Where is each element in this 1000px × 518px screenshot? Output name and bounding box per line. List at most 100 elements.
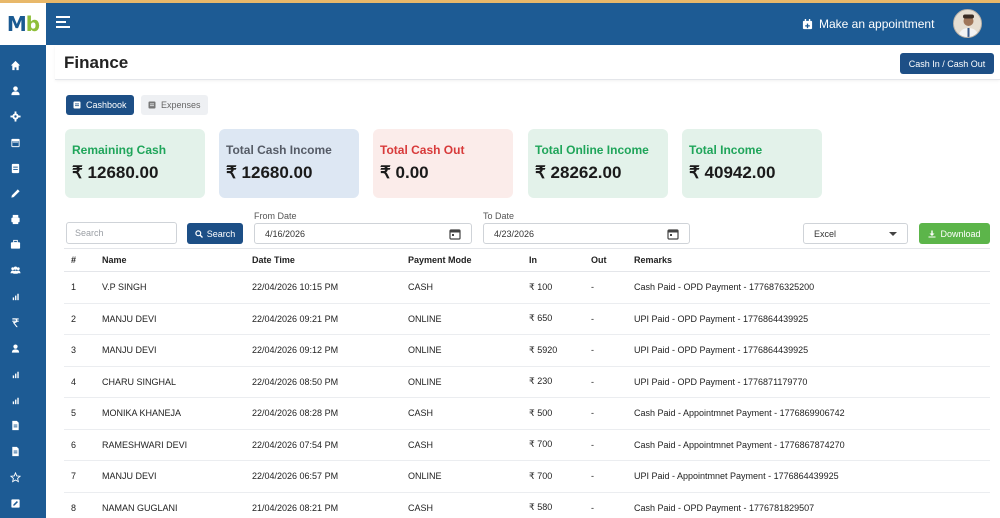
edit-icon[interactable] bbox=[0, 494, 30, 512]
total-cash-income-card: Total Cash Income ₹ 12680.00 bbox=[219, 129, 359, 198]
avatar-icon bbox=[954, 10, 981, 37]
printer-icon[interactable] bbox=[0, 210, 30, 228]
page-title: Finance bbox=[64, 53, 129, 72]
row-number: 2 bbox=[71, 313, 77, 324]
file-icon[interactable] bbox=[0, 416, 30, 434]
bar-chart-icon[interactable] bbox=[0, 365, 30, 383]
calendar-icon[interactable] bbox=[449, 228, 461, 240]
row-remarks: Cash Paid - Appointmnet Payment - 177686… bbox=[634, 439, 845, 450]
row-remarks: UPI Paid - OPD Payment - 1776871179770 bbox=[634, 376, 808, 387]
card-label: Total Income bbox=[689, 143, 763, 157]
table-body: 1 V.P SINGH 22/04/2026 10:15 PM CASH ₹ 100 - C… bbox=[64, 272, 990, 518]
remaining-cash-card: Remaining Cash ₹ 12680.00 bbox=[65, 129, 205, 198]
card-label: Remaining Cash bbox=[72, 143, 167, 157]
search-button[interactable]: Search bbox=[187, 223, 243, 244]
row-date-time: 21/04/2026 08:21 PM bbox=[252, 502, 339, 513]
star-icon[interactable] bbox=[0, 468, 30, 486]
person-icon[interactable] bbox=[0, 339, 30, 357]
row-payment-mode: CASH bbox=[408, 439, 434, 450]
to-date-field[interactable]: 4/23/2026 bbox=[483, 223, 690, 244]
rupee-icon[interactable] bbox=[0, 313, 30, 331]
tab-cashbook-label: Cashbook bbox=[86, 100, 127, 110]
row-date-time: 22/04/2026 10:15 PM bbox=[252, 282, 339, 293]
to-date-value: 4/23/2026 bbox=[494, 228, 535, 239]
row-date-time: 22/04/2026 08:50 PM bbox=[252, 376, 339, 387]
table-row[interactable]: 3 MANJU DEVI 22/04/2026 09:12 PM ONLINE ₹ 59… bbox=[64, 335, 990, 367]
header-payment-mode[interactable]: Payment Mode bbox=[408, 255, 472, 265]
row-remarks: Cash Paid - OPD Payment - 1776781829507 bbox=[634, 502, 815, 513]
row-name: MANJU DEVI bbox=[102, 345, 157, 356]
window-top-border bbox=[0, 0, 1000, 3]
card-label: Total Cash Income bbox=[226, 143, 332, 157]
card-value: ₹ 0.00 bbox=[380, 163, 429, 182]
download-button[interactable]: Download bbox=[919, 223, 990, 244]
header-date-time[interactable]: Date Time bbox=[252, 255, 295, 265]
bar-chart-icon[interactable] bbox=[0, 391, 30, 409]
bar-chart-icon[interactable] bbox=[0, 287, 30, 305]
row-out: - bbox=[591, 313, 594, 324]
from-date-value: 4/16/2026 bbox=[265, 228, 306, 239]
header-remarks[interactable]: Remarks bbox=[634, 255, 673, 265]
tab-cashbook[interactable]: Cashbook bbox=[66, 95, 134, 115]
row-payment-mode: ONLINE bbox=[408, 345, 442, 356]
row-in: ₹ 700 bbox=[529, 439, 553, 450]
header-out[interactable]: Out bbox=[591, 255, 607, 265]
user-avatar[interactable] bbox=[953, 9, 982, 38]
row-date-time: 22/04/2026 09:21 PM bbox=[252, 313, 339, 324]
header-name[interactable]: Name bbox=[102, 255, 127, 265]
file-icon[interactable] bbox=[0, 442, 30, 460]
tab-expenses[interactable]: Expenses bbox=[141, 95, 208, 115]
row-name: CHARU SINGHAL bbox=[102, 376, 177, 387]
document-icon[interactable] bbox=[0, 159, 30, 177]
table-row[interactable]: 7 MANJU DEVI 22/04/2026 06:57 PM ONLINE ₹ 70… bbox=[64, 461, 990, 493]
table-row[interactable]: 5 MONIKA KHANEJA 22/04/2026 08:28 PM CASH ₹ … bbox=[64, 398, 990, 430]
row-remarks: UPI Paid - OPD Payment - 1776864439925 bbox=[634, 313, 809, 324]
page-title-bar: Finance Cash In / Cash Out bbox=[55, 46, 1000, 80]
row-payment-mode: CASH bbox=[408, 502, 434, 513]
users-icon[interactable] bbox=[0, 261, 30, 279]
download-icon bbox=[928, 230, 936, 237]
user-icon[interactable] bbox=[0, 81, 30, 99]
sidebar bbox=[0, 45, 46, 518]
row-payment-mode: ONLINE bbox=[408, 376, 442, 387]
search-button-label: Search bbox=[206, 228, 236, 239]
row-payment-mode: ONLINE bbox=[408, 313, 442, 324]
row-name: MONIKA KHANEJA bbox=[102, 408, 182, 419]
row-payment-mode: ONLINE bbox=[408, 471, 442, 482]
make-appointment-button[interactable]: Make an appointment bbox=[802, 17, 934, 31]
menu-toggle-icon[interactable] bbox=[56, 16, 70, 28]
calendar-icon[interactable] bbox=[667, 228, 679, 240]
chevron-down-icon bbox=[889, 232, 897, 236]
from-date-field[interactable]: 4/16/2026 bbox=[254, 223, 472, 244]
row-in: ₹ 580 bbox=[529, 502, 553, 513]
home-icon[interactable] bbox=[0, 56, 30, 74]
to-date-label: To Date bbox=[483, 211, 515, 221]
app-logo[interactable]: Mb bbox=[0, 3, 46, 45]
export-format-value: Excel bbox=[814, 228, 837, 239]
table-row[interactable]: 6 RAMESHWARI DEVI 22/04/2026 07:54 PM CASH ₹… bbox=[64, 430, 990, 461]
gear-icon[interactable] bbox=[0, 107, 30, 125]
row-in: ₹ 700 bbox=[529, 470, 553, 481]
row-number: 1 bbox=[71, 282, 77, 293]
search-input[interactable] bbox=[66, 222, 177, 244]
row-name: MANJU DEVI bbox=[102, 313, 157, 324]
row-in: ₹ 100 bbox=[529, 281, 553, 292]
pen-icon[interactable] bbox=[0, 184, 30, 202]
calendar-icon[interactable] bbox=[0, 133, 30, 151]
row-date-time: 22/04/2026 08:28 PM bbox=[252, 408, 339, 419]
table-row[interactable]: 2 MANJU DEVI 22/04/2026 09:21 PM ONLINE ₹ 65… bbox=[64, 304, 990, 335]
briefcase-icon[interactable] bbox=[0, 235, 30, 253]
table-row[interactable]: 4 CHARU SINGHAL 22/04/2026 08:50 PM ONLINE ₹… bbox=[64, 367, 990, 398]
row-remarks: Cash Paid - Appointmnet Payment - 177686… bbox=[634, 408, 845, 419]
row-out: - bbox=[591, 376, 594, 387]
row-number: 4 bbox=[71, 376, 77, 387]
table-row[interactable]: 8 NAMAN GUGLANI 21/04/2026 08:21 PM CASH ₹ 5… bbox=[64, 493, 990, 518]
table-row[interactable]: 1 V.P SINGH 22/04/2026 10:15 PM CASH ₹ 100 - C… bbox=[64, 272, 990, 304]
card-value: ₹ 40942.00 bbox=[689, 163, 776, 182]
header-in[interactable]: In bbox=[529, 255, 537, 265]
export-format-select[interactable]: Excel bbox=[803, 223, 908, 244]
row-name: RAMESHWARI DEVI bbox=[102, 439, 188, 450]
cash-in-out-button[interactable]: Cash In / Cash Out bbox=[900, 53, 994, 74]
card-value: ₹ 28262.00 bbox=[535, 163, 622, 182]
